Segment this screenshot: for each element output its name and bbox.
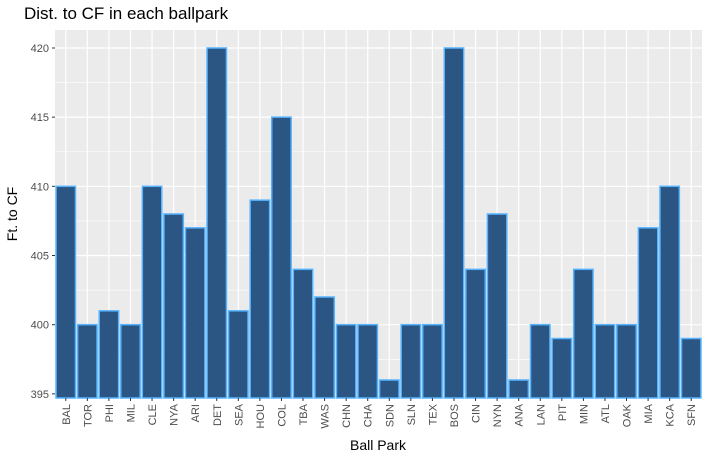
bar-tex <box>421 323 443 399</box>
x-tick-label-was: WAS <box>320 404 332 429</box>
x-tick-label-col: COL <box>276 404 288 427</box>
y-tick-label: 400 <box>31 320 49 332</box>
x-tick-label-cha: CHA <box>363 403 375 427</box>
bar-atl <box>594 323 616 399</box>
bar-mil <box>120 323 141 399</box>
x-tick-label-mil: MIL <box>125 404 137 422</box>
bar-sfn <box>680 337 702 399</box>
bar-bal <box>55 185 77 399</box>
bars <box>55 47 702 399</box>
y-axis-ticks: 395 400 405 410 415 420 <box>31 43 55 401</box>
y-tick-label: 420 <box>31 43 49 55</box>
x-tick-label-phi: PHI <box>104 404 116 422</box>
plot-panel <box>55 30 702 398</box>
bar-nya <box>163 213 185 399</box>
bar-col <box>270 116 292 399</box>
x-tick-label-sea: SEA <box>233 403 245 426</box>
bar-phi <box>98 310 120 399</box>
y-tick-label: 405 <box>31 251 49 263</box>
x-tick-label-det: DET <box>212 404 224 426</box>
x-tick-label-bal: BAL <box>61 404 73 425</box>
x-tick-label-atl: ATL <box>600 404 612 423</box>
bar-ana <box>508 379 530 399</box>
bar-tor <box>76 323 98 399</box>
x-tick-label-sfn: SFN <box>686 404 698 426</box>
x-tick-label-nya: NYA <box>169 403 181 425</box>
y-axis-title: Ft. to CF <box>4 187 20 241</box>
bar-oak <box>616 323 637 399</box>
bar-nyn <box>486 213 508 399</box>
bar-hou <box>249 199 271 399</box>
x-tick-label-tor: TOR <box>82 404 94 427</box>
bar-min <box>572 268 594 399</box>
bar-sdn <box>378 379 400 399</box>
x-tick-label-sln: SLN <box>406 404 418 425</box>
bar-ari <box>184 227 206 399</box>
bar-sea <box>227 310 249 399</box>
x-tick-label-kca: KCA <box>665 403 677 426</box>
bar-sln <box>400 323 422 399</box>
x-tick-label-nyn: NYN <box>492 404 504 427</box>
chart-title: Dist. to CF in each ballpark <box>24 4 229 23</box>
bar-kca <box>659 185 681 399</box>
x-tick-label-bos: BOS <box>449 404 461 427</box>
y-tick-label: 415 <box>31 112 49 124</box>
x-tick-label-chn: CHN <box>341 404 353 428</box>
y-tick-label: 395 <box>31 389 49 401</box>
x-tick-label-hou: HOU <box>255 404 267 429</box>
bar-was <box>314 296 336 399</box>
x-tick-label-ana: ANA <box>514 403 526 426</box>
x-tick-label-pit: PIT <box>557 404 569 421</box>
bar-pit <box>551 337 573 399</box>
bar-mia <box>637 227 659 399</box>
x-axis-ticks: BAL TOR PHI MIL CLE NYA ARI DET SEA HOU COL TBA WAS C… <box>61 398 698 429</box>
x-tick-label-tex: TEX <box>427 403 439 425</box>
x-tick-label-ari: ARI <box>190 404 202 422</box>
bar-det <box>206 47 228 399</box>
x-tick-label-min: MIN <box>578 404 590 424</box>
x-tick-label-mia: MIA <box>643 403 655 423</box>
x-tick-label-cin: CIN <box>471 404 483 423</box>
x-tick-label-cle: CLE <box>147 404 159 425</box>
y-tick-label: 410 <box>31 181 49 193</box>
x-tick-label-lan: LAN <box>535 404 547 425</box>
x-tick-label-tba: TBA <box>298 403 310 425</box>
bar-cin <box>465 268 487 399</box>
bar-lan <box>529 323 551 399</box>
bar-tba <box>292 268 314 399</box>
bar-cha <box>357 323 379 399</box>
bar-cle <box>141 185 163 399</box>
bar-chn <box>335 323 357 399</box>
bar-bos <box>443 47 465 399</box>
x-tick-label-sdn: SDN <box>384 404 396 427</box>
x-tick-label-oak: OAK <box>622 403 634 427</box>
x-axis-title: Ball Park <box>350 437 407 453</box>
